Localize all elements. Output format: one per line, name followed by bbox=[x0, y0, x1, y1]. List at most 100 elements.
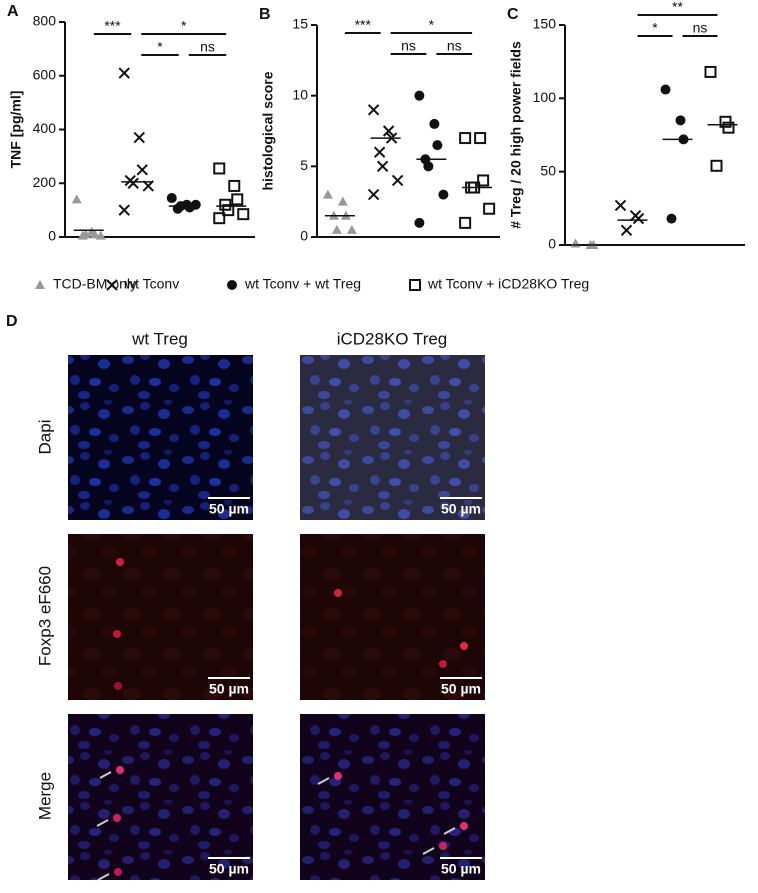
point bbox=[432, 140, 443, 151]
y-axis-label: TNF [pg/ml] bbox=[8, 91, 24, 169]
point bbox=[118, 67, 130, 79]
cell bbox=[439, 842, 447, 850]
y-axis-label: # Treg / 20 high power fields bbox=[508, 41, 524, 229]
scale-label: 50 µm bbox=[209, 861, 249, 877]
significance-label: ns bbox=[693, 20, 708, 36]
y-tick-label: 600 bbox=[33, 66, 57, 82]
y-tick-label: 400 bbox=[33, 120, 57, 136]
significance-label: ns bbox=[200, 39, 215, 55]
scale-label: 50 µm bbox=[441, 681, 481, 697]
significance-label: * bbox=[157, 39, 163, 55]
point bbox=[331, 224, 342, 234]
point bbox=[391, 174, 404, 187]
y-tick-label: 0 bbox=[548, 236, 556, 252]
point bbox=[459, 216, 472, 229]
dapi-image bbox=[300, 355, 485, 520]
point bbox=[429, 118, 440, 129]
point bbox=[367, 188, 380, 201]
point bbox=[373, 146, 386, 158]
y-axis-label: histological score bbox=[260, 71, 276, 190]
point bbox=[722, 121, 735, 134]
y-tick-label: 50 bbox=[540, 162, 556, 178]
cell bbox=[334, 772, 342, 780]
dapi-image bbox=[68, 355, 253, 520]
cell bbox=[113, 630, 121, 638]
y-tick-label: 0 bbox=[300, 228, 308, 244]
cell bbox=[116, 558, 124, 566]
merge-tint bbox=[300, 714, 485, 880]
point bbox=[414, 90, 425, 101]
row-header: Foxp3 eF660 bbox=[35, 566, 54, 666]
point bbox=[118, 204, 130, 216]
panel-label: D bbox=[6, 313, 18, 330]
point bbox=[423, 161, 434, 172]
point bbox=[136, 164, 148, 176]
scale-label: 50 µm bbox=[209, 681, 249, 697]
point bbox=[213, 162, 226, 175]
significance-label: * bbox=[181, 18, 187, 34]
point bbox=[190, 199, 201, 210]
y-tick-label: 150 bbox=[533, 16, 557, 32]
image-panel: D wt Treg iCD28KO Treg Dapi Foxp3 eF660 … bbox=[6, 313, 485, 881]
significance-label: *** bbox=[355, 17, 372, 33]
cell bbox=[460, 642, 468, 650]
panel-label: C bbox=[507, 6, 519, 23]
point bbox=[228, 179, 241, 192]
scale-bars bbox=[208, 497, 482, 859]
cell bbox=[113, 814, 121, 822]
point bbox=[620, 224, 633, 237]
point bbox=[704, 65, 717, 78]
point bbox=[80, 229, 91, 239]
cell bbox=[116, 766, 124, 774]
scale-label: 50 µm bbox=[441, 861, 481, 877]
significance-label: * bbox=[652, 20, 658, 36]
point bbox=[231, 193, 244, 206]
panel-label: A bbox=[7, 3, 19, 20]
point bbox=[227, 280, 237, 290]
point bbox=[166, 193, 177, 204]
point bbox=[570, 238, 581, 248]
point bbox=[213, 212, 226, 225]
point bbox=[376, 160, 389, 173]
column-header: iCD28KO Treg bbox=[337, 329, 448, 348]
point bbox=[337, 196, 348, 206]
y-tick-label: 10 bbox=[292, 86, 308, 102]
point bbox=[35, 280, 45, 289]
point bbox=[89, 229, 100, 239]
point bbox=[710, 159, 723, 172]
merge-image bbox=[300, 714, 485, 880]
scale-label: 50 µm bbox=[441, 501, 481, 517]
merge-image bbox=[68, 714, 253, 880]
point bbox=[382, 125, 395, 137]
row-header: Dapi bbox=[35, 420, 54, 455]
point bbox=[106, 279, 118, 291]
panel-label: B bbox=[259, 6, 271, 23]
point bbox=[71, 194, 82, 204]
significance-label: * bbox=[429, 17, 435, 33]
point bbox=[322, 189, 333, 199]
point bbox=[483, 202, 496, 215]
point bbox=[660, 84, 671, 95]
cell bbox=[334, 589, 342, 597]
y-tick-label: 800 bbox=[33, 13, 57, 29]
point bbox=[237, 208, 250, 221]
point bbox=[666, 213, 677, 224]
significance-label: *** bbox=[104, 18, 121, 34]
point bbox=[414, 217, 425, 228]
cell bbox=[114, 868, 122, 876]
y-tick-label: 200 bbox=[33, 174, 57, 190]
scale-label: 50 µm bbox=[209, 501, 249, 517]
y-tick-label: 15 bbox=[292, 16, 308, 32]
foxp3-image bbox=[300, 534, 485, 700]
legend-label: wt Tconv + wt Treg bbox=[244, 276, 361, 292]
foxp3-image bbox=[68, 534, 253, 700]
significance-label: ns bbox=[447, 38, 462, 54]
y-tick-label: 5 bbox=[300, 157, 308, 173]
row-header: Merge bbox=[35, 772, 54, 820]
point bbox=[222, 204, 235, 217]
significance-label: ns bbox=[401, 38, 416, 54]
point bbox=[127, 177, 139, 189]
point bbox=[474, 132, 487, 145]
column-header: wt Treg bbox=[131, 329, 188, 348]
